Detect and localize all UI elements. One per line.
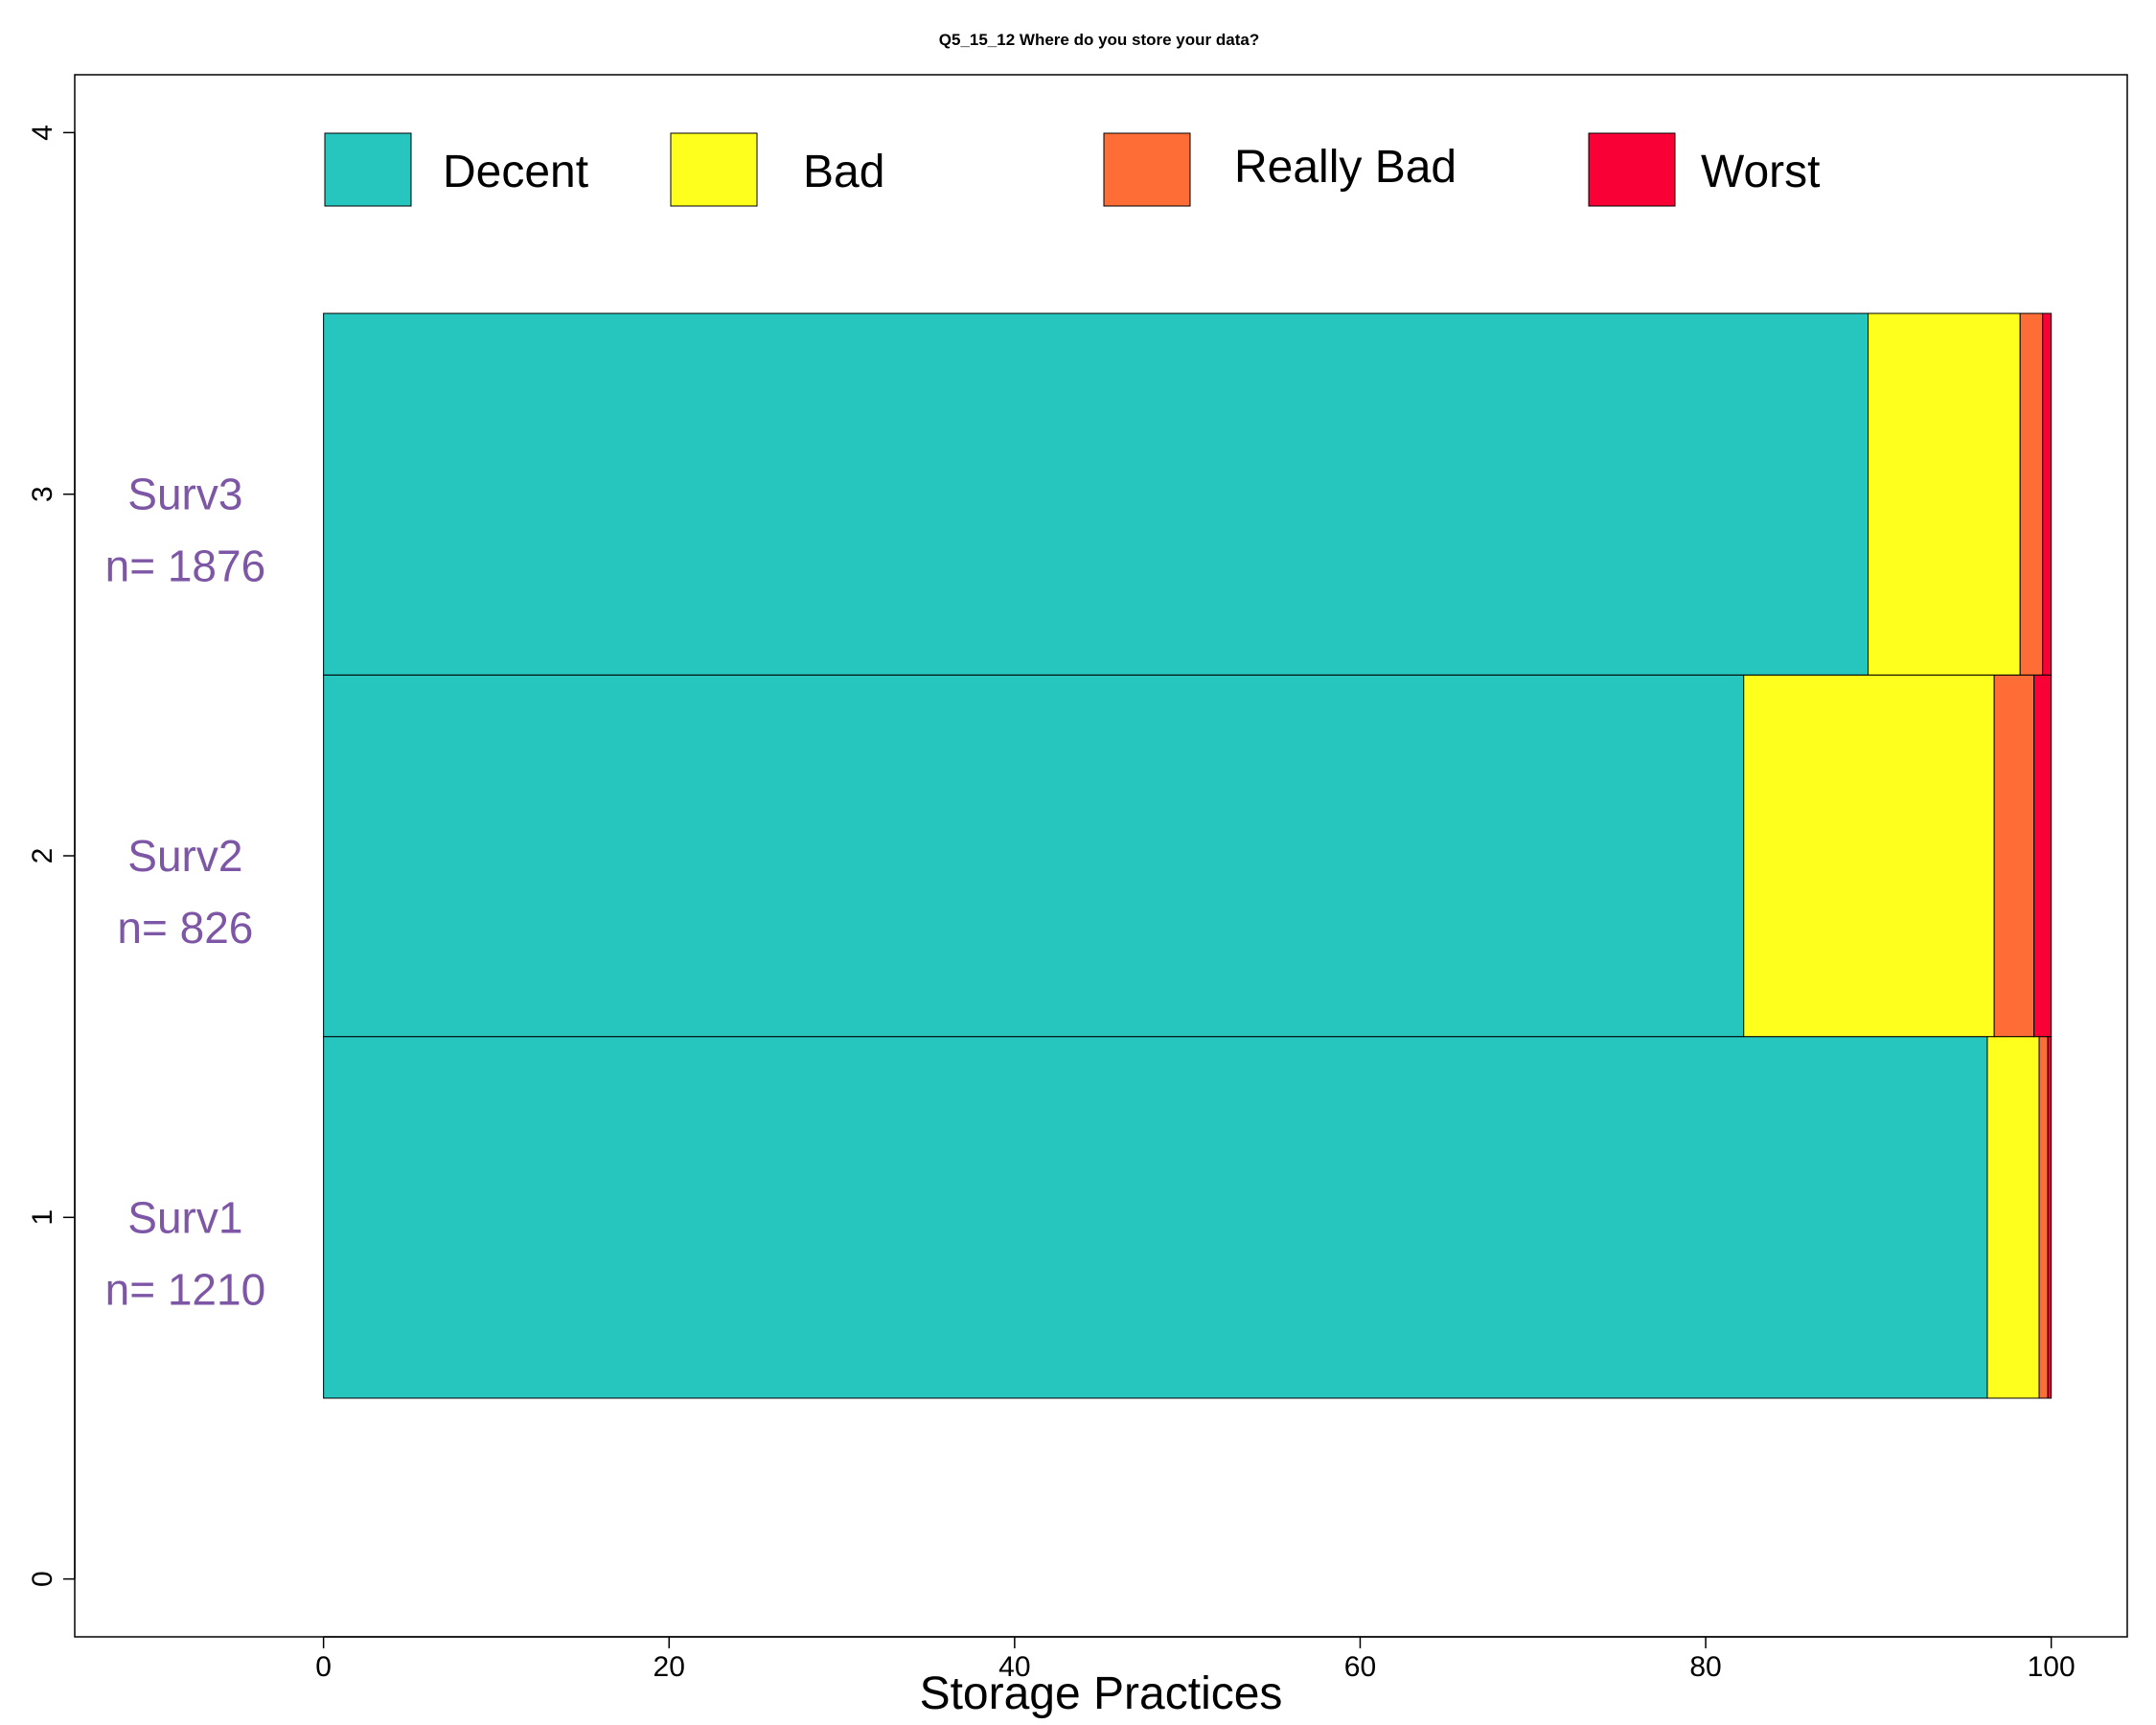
legend-label-worst: Worst (1701, 147, 1820, 197)
legend-swatch-bad (670, 132, 758, 207)
x-tick-label: 40 (998, 1651, 1030, 1683)
bar-surv3-worst (2042, 312, 2053, 676)
group-n-label-surv3: n= 1876 (105, 541, 266, 591)
bar-surv2-really-bad (1993, 674, 2035, 1038)
x-tick-label: 60 (1344, 1651, 1376, 1683)
legend-swatch-decent (324, 132, 412, 207)
legend: Decent Bad Really Bad Worst (324, 132, 1820, 207)
group-label-surv3: Surv3 (127, 470, 242, 519)
x-tick-label: 100 (2028, 1651, 2076, 1683)
bar-surv3-really-bad (2019, 312, 2044, 676)
bar-surv2-worst (2033, 674, 2053, 1038)
bar-surv1-decent (323, 1036, 1988, 1399)
bars-layer (323, 312, 2053, 1399)
group-labels-layer: Surv1 n= 1210 Surv2 n= 826 Surv3 n= 1876 (105, 470, 266, 1315)
y-tick-label: 4 (27, 125, 58, 141)
x-tick-label: 20 (654, 1651, 685, 1683)
legend-label-bad: Bad (803, 147, 884, 197)
legend-swatch-worst (1588, 132, 1676, 207)
bar-surv2-bad (1743, 674, 1995, 1038)
y-tick-label: 0 (27, 1571, 58, 1587)
x-axis: 0 20 40 60 80 100 (315, 1636, 2076, 1683)
y-tick-label: 3 (27, 486, 58, 502)
bar-surv1-bad (1986, 1036, 2040, 1399)
legend-swatch-really-bad (1103, 132, 1191, 207)
bar-surv3-decent (323, 312, 1869, 676)
chart-title: Q5_15_12 Where do you store your data? (939, 31, 1259, 49)
bar-surv1-worst (2047, 1036, 2053, 1399)
y-tick-label: 2 (27, 848, 58, 864)
legend-label-really-bad: Really Bad (1234, 142, 1456, 193)
bar-surv3-bad (1868, 312, 2021, 676)
bar-surv2-decent (323, 674, 1745, 1038)
y-axis: 0 1 2 3 4 (27, 125, 76, 1587)
legend-label-decent: Decent (443, 147, 588, 197)
group-label-surv1: Surv1 (127, 1192, 242, 1242)
group-n-label-surv1: n= 1210 (105, 1264, 266, 1314)
group-n-label-surv2: n= 826 (117, 903, 253, 953)
x-axis-title: Storage Practices (920, 1668, 1283, 1719)
x-tick-label: 80 (1689, 1651, 1721, 1683)
group-label-surv2: Surv2 (127, 831, 242, 881)
bar-surv1-really-bad (2038, 1036, 2049, 1399)
y-tick-label: 1 (27, 1209, 58, 1226)
x-tick-label: 0 (315, 1651, 332, 1683)
